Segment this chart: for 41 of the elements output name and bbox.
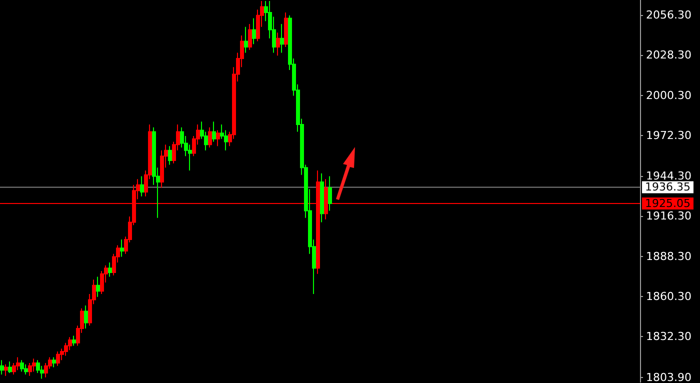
candlestick: [56, 351, 60, 366]
candlestick: [72, 335, 76, 346]
candlestick: [248, 23, 252, 50]
y-tick-label: 1832.30: [646, 330, 692, 344]
candlestick: [52, 356, 56, 368]
ref-line-label: 1925.05: [645, 196, 690, 210]
candlestick: [276, 32, 280, 56]
candlestick: [20, 360, 24, 372]
candlestick: [280, 23, 284, 54]
candlestick: [16, 356, 20, 371]
y-tick-label: 1803.90: [646, 371, 692, 383]
candlestick: [212, 121, 216, 142]
candlestick: [8, 361, 12, 374]
candlestick: [140, 176, 144, 197]
y-tick-label: 1860.30: [646, 290, 692, 303]
y-tick-label: 2028.30: [646, 48, 692, 62]
y-tick-label: 2056.30: [646, 8, 692, 22]
ref-line-label: 1936.35: [645, 180, 690, 194]
y-tick-label: 2000.30: [646, 88, 692, 102]
candlestick: [24, 364, 28, 375]
candlestick: [84, 305, 88, 330]
candlestick: [168, 146, 172, 166]
candlestick: [328, 176, 332, 212]
candlestick: [0, 360, 4, 375]
candlestick: [252, 18, 256, 45]
candlestick: [284, 12, 288, 48]
candlestick: [28, 362, 32, 376]
candlestick: [108, 262, 112, 278]
y-tick-label: 1888.30: [646, 250, 692, 263]
candlestick: [96, 276, 100, 298]
candlestick: [208, 126, 212, 148]
candlestick: [120, 238, 124, 258]
candlestick: [320, 172, 324, 223]
candlestick: [324, 178, 328, 220]
candlestick: [32, 358, 36, 372]
y-tick-label: 1916.30: [646, 210, 692, 223]
y-tick-label: 1944.30: [646, 169, 692, 182]
candlestick: [216, 130, 220, 147]
candlestick: [4, 364, 8, 376]
y-tick-label: 1972.30: [646, 129, 692, 142]
candlestick: [244, 26, 248, 54]
